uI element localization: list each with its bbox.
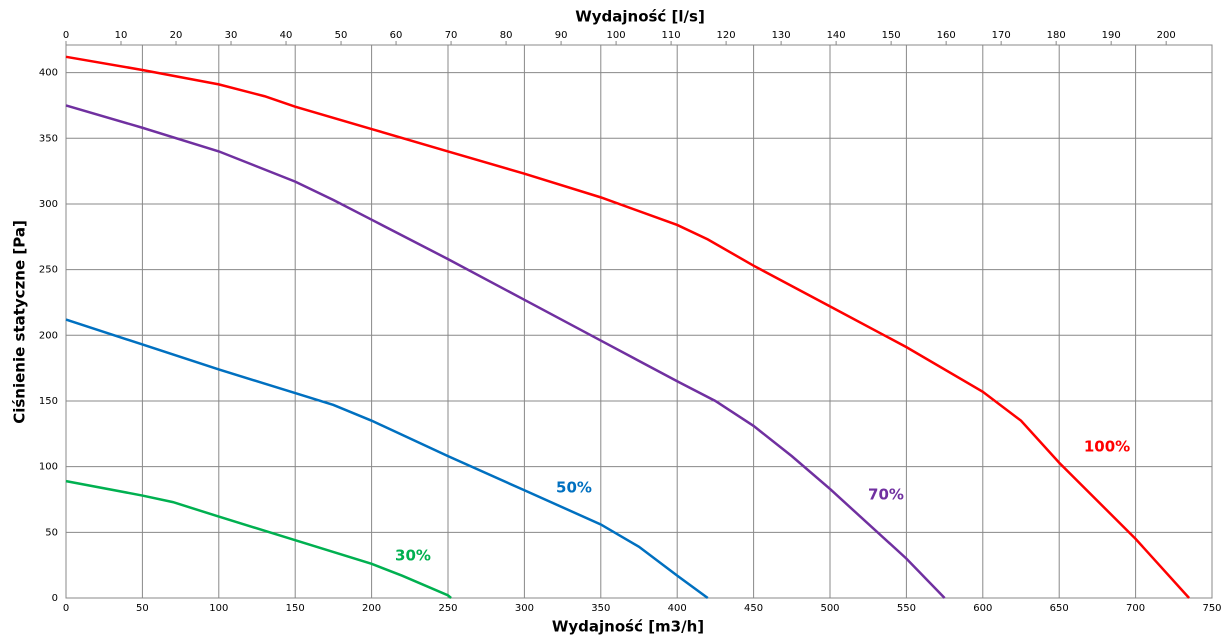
y-tick-label: 250 [39,265,58,276]
x2-tick-label: 20 [170,30,183,41]
y-tick-label: 300 [39,199,58,210]
x-tick-label: 400 [668,603,687,614]
y-tick-label: 50 [45,527,58,538]
plot-frame [65,44,1213,599]
series-label: 70% [868,486,904,504]
x2-tick-label: 180 [1047,30,1066,41]
x-tick-label: 700 [1126,603,1145,614]
x2-tick-label: 80 [500,30,513,41]
y-tick-label: 400 [39,68,58,79]
x2-tick-label: 60 [390,30,403,41]
series-label: 100% [1084,438,1130,456]
x2-tick-label: 160 [937,30,956,41]
x2-tick-label: 150 [882,30,901,41]
x-tick-label: 650 [1050,603,1069,614]
y-tick-label: 150 [39,396,58,407]
series-label: 50% [556,479,592,497]
x2-tick-label: 200 [1157,30,1176,41]
x-tick-label: 350 [591,603,610,614]
series-line [65,479,452,599]
x-tick-label: 100 [209,603,228,614]
x2-tick-label: 10 [115,30,128,41]
x-axis-label: Wydajność [m3/h] [552,618,704,636]
x-tick-label: 50 [136,603,149,614]
x2-tick-label: 40 [280,30,293,41]
x-tick-label: 300 [515,603,534,614]
x2-tick-label: 100 [607,30,626,41]
x-tick-label: 600 [973,603,992,614]
x2-tick-label: 70 [445,30,458,41]
x2-tick-label: 130 [772,30,791,41]
y-axis-label: Ciśnienie statyczne [Pa] [11,220,29,424]
x2-tick-label: 0 [63,30,69,41]
x2-tick-label: 90 [555,30,568,41]
x2-tick-label: 120 [717,30,736,41]
x2-axis-label: Wydajność [l/s] [575,8,705,26]
y-tick-label: 100 [39,462,58,473]
series-line [65,55,1191,599]
x2-tick-label: 170 [992,30,1011,41]
x-tick-label: 150 [286,603,305,614]
y-tick-label: 200 [39,330,58,341]
x2-tick-label: 30 [225,30,238,41]
x2-tick-label: 190 [1102,30,1121,41]
x2-tick-label: 50 [335,30,348,41]
x-tick-label: 250 [438,603,457,614]
y-tick-label: 350 [39,133,58,144]
x-tick-label: 450 [744,603,763,614]
x-tick-label: 500 [820,603,839,614]
x-tick-label: 550 [897,603,916,614]
x2-tick-label: 140 [827,30,846,41]
x-tick-label: 200 [362,603,381,614]
series-line [65,318,709,600]
x-tick-label: 750 [1202,603,1221,614]
x-tick-label: 0 [63,603,69,614]
series-label: 30% [395,547,431,565]
series-line [65,104,946,599]
x2-tick-label: 110 [662,30,681,41]
y-tick-label: 0 [52,593,58,604]
